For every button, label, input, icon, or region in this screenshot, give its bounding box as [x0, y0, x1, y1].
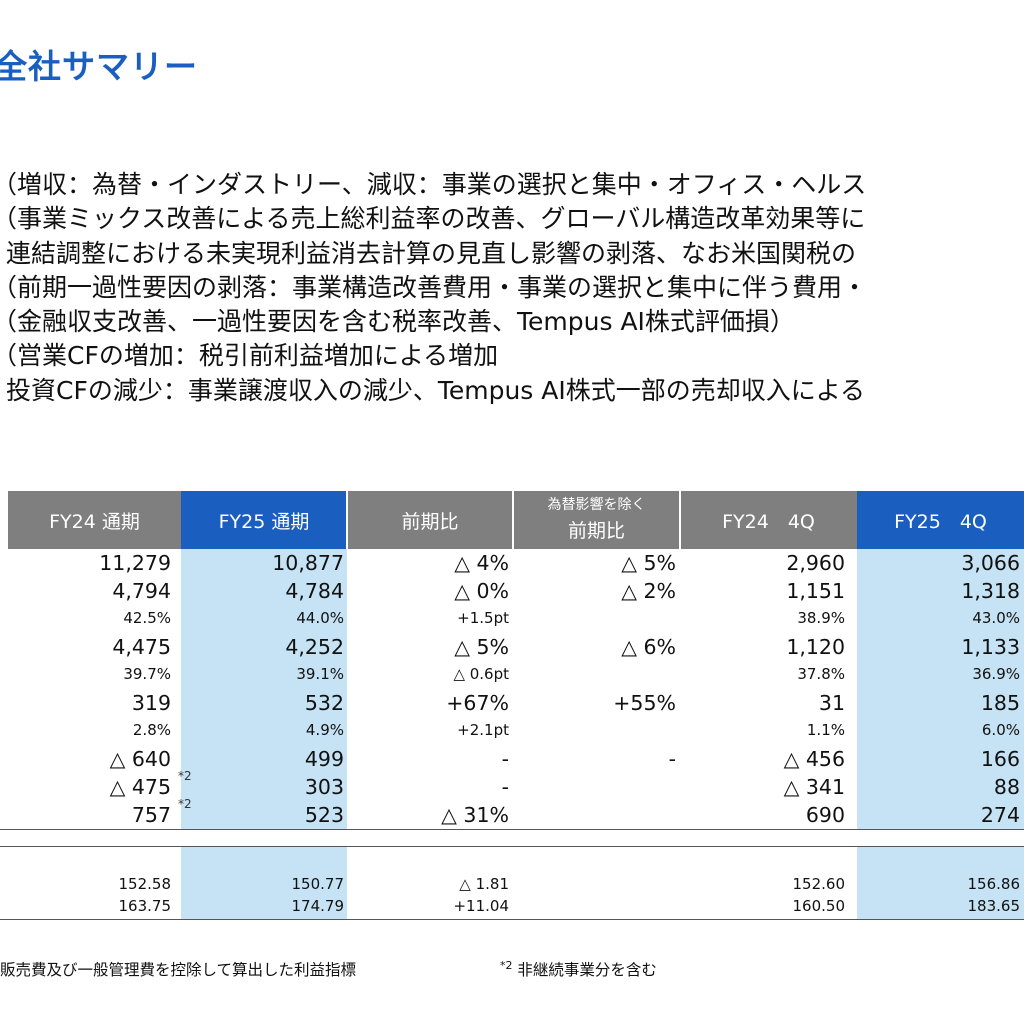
table-cell: △ 6% — [621, 635, 676, 659]
fy25-full-highlight-fx — [181, 847, 347, 919]
table-cell: 274 — [980, 803, 1020, 827]
table-cell: 1.1% — [806, 721, 845, 739]
header-yoy-ex-fx-label: 前期比 — [567, 520, 625, 542]
bullet-gross-profit: （事業ミックス改善による売上総利益率の改善、グローバル構造改革効果等に — [0, 204, 866, 234]
table-cell: 42.5% — [123, 609, 171, 627]
footnote-1: 販売費及び一般管理費を控除して算出した利益指標 — [0, 961, 357, 979]
header-fy25-q4: FY25 4Q — [857, 491, 1024, 549]
table-cell: 303 — [304, 775, 344, 799]
table-cell: 160.50 — [792, 897, 846, 915]
table-cell: 152.58 — [118, 875, 172, 893]
table-cell: 11,279 — [99, 551, 171, 575]
table-cell: +1.5pt — [457, 609, 509, 627]
bullet-consolidation: 連結調整における未実現利益消去計算の見直し影響の剥落、なお米国関税の — [6, 238, 857, 268]
table-cell: 38.9% — [797, 609, 845, 627]
table-cell: 2,960 — [786, 551, 845, 575]
table-cell: 39.7% — [123, 665, 171, 683]
bullet-operating-profit: （前期一過性要因の剥落：事業構造改善費用・事業の選択と集中に伴う費用・ — [0, 272, 868, 302]
table-cell: +11.04 — [453, 897, 509, 915]
table-cell: 88 — [993, 775, 1020, 799]
table-cell: +2.1pt — [457, 721, 509, 739]
table-cell: 4,794 — [112, 579, 171, 603]
table-cell: 37.8% — [797, 665, 845, 683]
table-cell: +55% — [613, 691, 676, 715]
header-fy25-full: FY25 通期 — [181, 491, 347, 549]
header-fy24-q4: FY24 4Q — [680, 491, 857, 549]
bullet-net-profit: （金融収支改善、一過性要因を含む税率改善、Tempus AI株式評価損） — [0, 307, 795, 337]
table-cell: 2.8% — [132, 721, 171, 739]
table-cell: 532 — [304, 691, 344, 715]
table-cell: 31 — [818, 691, 845, 715]
bullet-investing-cf: 投資CFの減少：事業譲渡収入の減少、Tempus AI株式一部の売却収入による — [6, 375, 866, 405]
table-cell: 1,318 — [961, 579, 1020, 603]
table-cell: 499 — [304, 747, 344, 771]
footnote-2-mark: *2 — [500, 958, 513, 972]
table-cell: △ 4% — [454, 551, 509, 575]
table-cell: - — [501, 747, 509, 771]
table-cell: 183.65 — [967, 897, 1021, 915]
table-cell: 1,120 — [786, 635, 845, 659]
header-yoy: 前期比 — [347, 491, 513, 549]
bullet-revenue: （増収：為替・インダストリー、減収：事業の選択と集中・オフィス・ヘルス — [0, 170, 867, 199]
table-cell: 10,877 — [272, 551, 344, 575]
table-cell: 3,066 — [961, 551, 1020, 575]
table-cell: △ 2% — [621, 579, 676, 603]
table-cell: 36.9% — [972, 665, 1020, 683]
table-cell: 152.60 — [792, 875, 846, 893]
table-cell: △ 341 — [783, 775, 845, 799]
table-cell: △ 1.81 — [459, 875, 509, 893]
table-cell: 4,475 — [112, 635, 171, 659]
summary-table: FY24 通期 FY25 通期 前期比 為替影響を除く 前期比 FY24 4Q … — [0, 491, 1024, 931]
table-cell: 156.86 — [967, 875, 1021, 893]
table-cell: 39.1% — [296, 665, 344, 683]
footnote-2-text: 非継続事業分を含む — [512, 961, 657, 979]
table-cell: 4.9% — [305, 721, 344, 739]
table-cell: △ 456 — [783, 747, 845, 771]
footnote-marker: *2 — [178, 797, 192, 811]
header-yoy-ex-fx: 為替影響を除く 前期比 — [513, 491, 680, 549]
table-cell: △ 5% — [621, 551, 676, 575]
table-cell: - — [668, 747, 676, 771]
summary-bullets: （増収：為替・インダストリー、減収：事業の選択と集中・オフィス・ヘルス （事業ミ… — [0, 168, 1024, 408]
page-title: 全社サマリー — [0, 47, 198, 86]
table-cell: 757 — [131, 803, 171, 827]
table-cell: 523 — [304, 803, 344, 827]
header-separator — [679, 491, 681, 549]
table-divider — [0, 846, 1024, 847]
footnote-marker: *2 — [178, 769, 192, 783]
table-cell: - — [501, 775, 509, 799]
header-yoy-ex-fx-note: 為替影響を除く — [547, 497, 646, 514]
bullet-operating-cf: （営業CFの増加：税引前利益増加による増加 — [0, 341, 499, 371]
header-separator — [512, 491, 514, 549]
table-cell: △ 0.6pt — [453, 665, 509, 683]
table-cell: △ 5% — [454, 635, 509, 659]
table-cell: 4,252 — [285, 635, 344, 659]
fy25-full-highlight — [181, 549, 347, 829]
table-cell: △ 475 — [109, 775, 171, 799]
table-cell: +67% — [446, 691, 509, 715]
table-cell: 4,784 — [285, 579, 344, 603]
table-cell: 1,151 — [786, 579, 845, 603]
table-cell: △ 0% — [454, 579, 509, 603]
table-cell: 1,133 — [961, 635, 1020, 659]
table-cell: 44.0% — [296, 609, 344, 627]
table-cell: △ 640 — [109, 747, 171, 771]
table-cell: 690 — [805, 803, 845, 827]
table-bottom-rule — [0, 919, 1024, 920]
table-divider — [0, 829, 1024, 830]
table-cell: 174.79 — [291, 897, 345, 915]
footnote-2: *2 非継続事業分を含む — [500, 958, 657, 980]
table-cell: 163.75 — [118, 897, 172, 915]
table-cell: 319 — [131, 691, 171, 715]
table-cell: 43.0% — [972, 609, 1020, 627]
table-cell: 166 — [980, 747, 1020, 771]
table-cell: 185 — [980, 691, 1020, 715]
fy25-q4-highlight-fx — [857, 847, 1024, 919]
fy25-q4-highlight — [857, 549, 1024, 829]
table-cell: 6.0% — [981, 721, 1020, 739]
header-separator — [346, 491, 348, 549]
table-cell: 150.77 — [291, 875, 345, 893]
table-cell: △ 31% — [441, 803, 509, 827]
header-fy24-full: FY24 通期 — [8, 491, 181, 549]
